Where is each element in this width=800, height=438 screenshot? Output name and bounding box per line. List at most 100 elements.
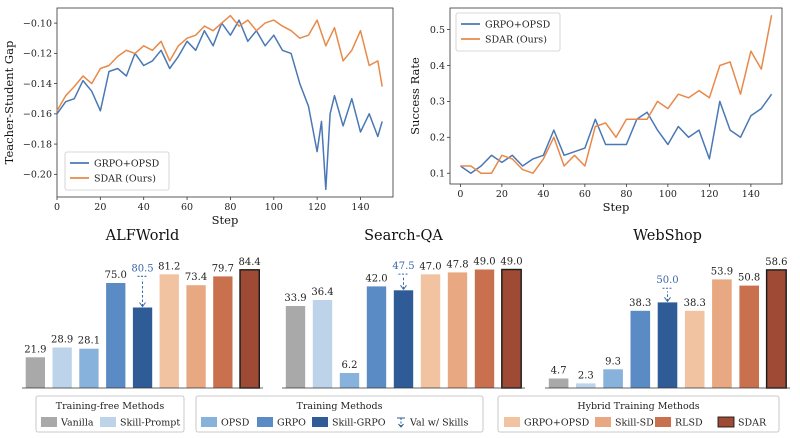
legend-item-label: SDAR [738,418,767,429]
bar-skill-prompt [576,383,596,388]
bar-value-label: 47.8 [446,259,468,270]
bar-value-label: 6.2 [342,360,358,371]
y-tick-label: −0.18 [23,139,52,150]
bar-value-label: 33.9 [284,293,306,304]
bar-value-label: 36.4 [311,287,333,298]
bar-value-label: 2.3 [578,370,594,381]
legend-group-1: Training-free Methods Vanilla Skill-Prompt [35,395,185,433]
y-axis-label: Teacher-Student Gap [2,41,16,165]
bar-grpo-opsd [684,310,705,388]
bar-value-label: 42.0 [365,273,387,284]
panel-title: WebShop [633,228,702,244]
bar-value-label: 84.4 [238,257,260,268]
panel-title: ALFWorld [105,228,180,244]
x-tick-label: 20 [496,189,508,200]
legend-item-label: GRPO+OPSD [524,418,590,429]
legend-label: SDAR (Ours) [94,174,156,185]
legend-group-title: Hybrid Training Methods [577,401,699,412]
y-tick-label: 0.5 [430,25,445,36]
bar-grpo [366,286,387,388]
bar-skill-prompt [52,347,72,388]
bar-value-label: 49.0 [473,257,495,268]
x-tick-label: 0 [54,202,60,213]
bar-vanilla [548,378,569,388]
y-tick-label: −0.16 [23,109,52,120]
y-tick-label: −0.12 [23,49,52,60]
legend-swatch-skill-prompt [100,417,116,427]
bar-value-label: 81.2 [158,261,180,272]
x-tick-label: 120 [308,202,326,213]
bar-rlsd [474,269,495,388]
x-tick-label: 80 [620,189,632,200]
x-tick-label: 20 [94,202,106,213]
y-axis-label: Success Rate [408,57,422,135]
series-line-1 [459,93,773,174]
legend-group-3: Hybrid Training Methods GRPO+OPSD Skill-SD… [497,395,780,433]
series-line-1 [56,19,383,191]
x-tick-label: 140 [351,202,369,213]
x-tick-label: 40 [138,202,150,213]
bar-value-label: 38.3 [629,298,651,309]
y-tick-label: −0.20 [23,170,52,181]
legend-swatch-rlsd [655,417,671,427]
bar-rlsd [739,285,759,388]
line-chart-2: 0 20 40 60 80 100 120 140 0.1 0.2 0.3 0.4 0.5 Step Suc… [408,7,783,214]
bar-value-label: 21.9 [24,344,46,355]
bar-value-label: 47.0 [419,261,441,272]
panel-title: Search-QA [364,228,443,244]
legend-swatch-vanilla [41,417,57,427]
legend-group-title: Training Methods [297,401,383,412]
bar-value-label: 28.9 [51,335,73,346]
legend-swatch-grpo [257,417,273,427]
bar-value-label: 73.4 [185,272,207,283]
bar-skill-prompt [312,300,333,388]
legend-label: GRPO+OPSD [94,159,160,170]
bar-value-label: 9.3 [605,356,621,367]
bar-value-label: 38.3 [684,298,706,309]
bar-value-label: 79.7 [212,263,234,274]
legend-dashed-arrowhead [398,423,404,428]
bar-value-label: 75.0 [105,270,127,281]
bar-grpo [106,283,126,388]
bar-value-label: 58.6 [765,257,787,268]
val-w-skills-arrowhead [139,302,146,308]
val-w-skills-arrowhead [400,285,407,291]
bar-skill-sd [712,279,732,388]
legend-group-title: Training-free Methods [56,401,165,412]
bar-skill-grpo [657,302,678,388]
series-line-2 [56,14,383,112]
legend-item-label: Skill-Prompt [120,418,180,429]
val-w-skills-label: 50.0 [656,275,678,286]
x-tick-label: 80 [224,202,236,213]
legend-group-box [35,395,185,433]
bar-chart-3: WebShop 4.7 2.3 9.3 38.3 38.3 53.9 50.8 58.6 50.0 [545,228,790,389]
legend-item-label: Skill-GRPO [332,418,386,429]
y-tick-label: 0.3 [430,97,445,108]
x-axis-label: Step [603,200,630,214]
plot-frame [56,7,394,198]
plot-frame [449,7,783,185]
bar-value-label: 50.8 [738,273,760,284]
legend-label: SDAR (Ours) [485,35,547,46]
bar-skill-grpo [393,290,414,388]
y-tick-label: −0.14 [23,79,52,90]
bar-grpo-opsd [159,274,179,388]
bar-sdar [501,268,522,389]
legend-swatch-grpo-opsd [504,417,520,427]
val-w-skills-label: 47.5 [392,261,414,272]
legend-swatch-skill-sd [595,417,611,427]
bar-value-label: 4.7 [551,366,567,377]
y-tick-label: 0.4 [430,61,445,72]
line-chart-1: 0 20 40 60 80 100 120 140 −0.20 −0.18 −0.16 −0.14 −0… [2,7,394,227]
x-tick-label: 60 [579,189,591,200]
legend-group-2: Training Methods OPSD GRPO Skill-GRPO Val w/… [195,395,484,433]
series-line-2 [460,15,773,174]
bar-skill-grpo [132,307,153,388]
bar-grpo-opsd [420,274,441,388]
legend-item-label: RLSD [675,418,703,429]
x-tick-label: 100 [265,202,283,213]
bar-opsd [603,369,623,388]
x-tick-label: 120 [700,189,718,200]
legend-swatch-skill-grpo [312,417,328,427]
bar-value-label: 53.9 [711,266,733,277]
